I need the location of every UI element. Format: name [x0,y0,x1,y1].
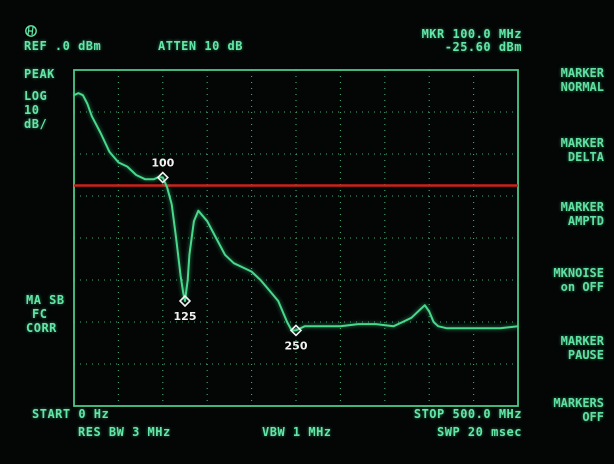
softkey-mknoise[interactable]: MKNOISE on OFF [518,266,604,294]
detector-mode-label: PEAK [24,67,55,81]
softkey-marker-pause[interactable]: MARKER PAUSE [518,334,604,362]
marker-diamond-icon [178,294,192,308]
softkey-line2: OFF [582,410,604,424]
ma-sb-label: MA SB [26,293,65,307]
hp-logo-icon [25,25,37,37]
softkey-line2: DELTA [567,150,604,164]
softkey-line1: MARKER [560,200,604,214]
marker-label: 100 [151,157,174,170]
attenuation-label: ATTEN 10 dB [158,39,243,53]
scale-value-label: 10 [24,103,40,117]
spectrum-trace [73,92,519,332]
softkey-marker-normal[interactable]: MARKER NORMAL [518,66,604,94]
corr-label: CORR [26,321,57,335]
marker-group: 100 125 250 [151,157,308,353]
marker-frequency-readout: MKR 100.0 MHz [421,27,522,41]
ref-level-label: REF .0 dBm [24,39,102,53]
stop-frequency-label: STOP 500.0 MHz [413,407,522,421]
softkey-line1: MARKER [560,136,604,150]
graticule-grid [73,69,519,407]
softkey-line2: AMPTD [567,214,604,228]
softkey-markers-off[interactable]: MARKERS OFF [518,396,604,424]
softkey-line2: NORMAL [560,80,604,94]
resolution-bandwidth-label: RES BW 3 MHz [78,425,171,439]
start-frequency-label: START 0 Hz [32,407,110,421]
marker-diamond-icon [156,171,169,184]
marker-diamond-icon [289,324,303,337]
softkey-line2: on OFF [560,280,604,294]
video-bandwidth-label: VBW 1 MHz [262,425,332,439]
sweep-time-label: SWP 20 msec [437,425,522,439]
softkey-marker-amptd[interactable]: MARKER AMPTD [518,200,604,228]
marker-label: 250 [285,339,308,352]
softkey-line1: MKNOISE [553,266,604,280]
softkey-line1: MARKER [560,66,604,80]
marker-label: 125 [174,310,197,323]
marker-level-readout: -25.60 dBm [444,40,522,54]
softkey-line1: MARKER [560,334,604,348]
fc-label: FC [32,307,48,321]
softkey-marker-delta[interactable]: MARKER DELTA [518,136,604,164]
scale-type-label: LOG [24,89,48,103]
scale-unit-label: dB/ [24,117,48,131]
softkey-line1: MARKERS [553,396,604,410]
softkey-line2: PAUSE [567,348,604,362]
